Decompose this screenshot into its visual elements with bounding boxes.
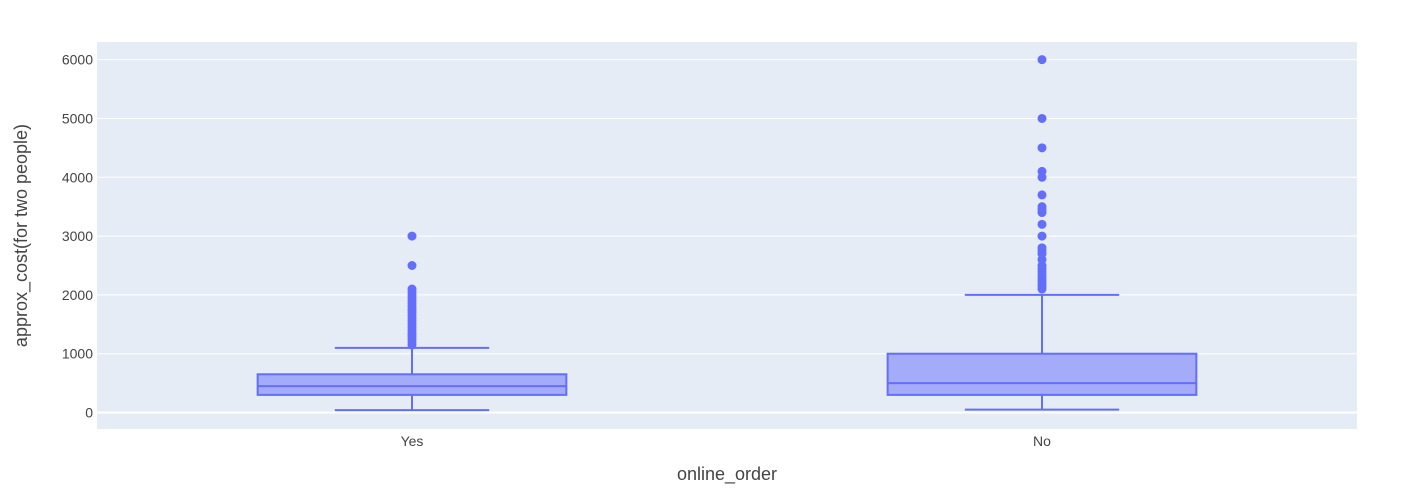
box-no bbox=[886, 55, 1198, 411]
box-yes bbox=[256, 231, 568, 412]
x-tick-label: No bbox=[1033, 433, 1051, 449]
grid-lines bbox=[97, 59, 1357, 414]
outlier-point bbox=[407, 260, 417, 270]
interquartile-box bbox=[886, 352, 1198, 396]
y-axis-ticks: 0 1000 2000 3000 4000 5000 6000 bbox=[62, 52, 93, 421]
interquartile-box bbox=[256, 373, 568, 396]
y-tick-label: 3000 bbox=[62, 228, 93, 244]
y-tick-label: 4000 bbox=[62, 169, 93, 185]
y-tick-label: 6000 bbox=[62, 52, 93, 68]
boxes bbox=[256, 55, 1198, 412]
x-axis-ticks: Yes No bbox=[401, 433, 1052, 449]
outlier-point bbox=[1037, 231, 1047, 241]
outlier-point bbox=[1037, 202, 1047, 212]
y-tick-label: 2000 bbox=[62, 287, 93, 303]
y-tick-label: 5000 bbox=[62, 110, 93, 126]
outlier-point bbox=[1037, 113, 1047, 123]
y-tick-label: 0 bbox=[85, 405, 93, 421]
outlier-point bbox=[1037, 190, 1047, 200]
outlier-point bbox=[1037, 219, 1047, 229]
outlier-point bbox=[1037, 166, 1047, 176]
y-tick-label: 1000 bbox=[62, 346, 93, 362]
outlier-point bbox=[1037, 55, 1047, 65]
outlier-point bbox=[407, 231, 417, 241]
outlier-point bbox=[1037, 243, 1047, 253]
x-tick-label: Yes bbox=[401, 433, 424, 449]
outlier-point bbox=[407, 284, 417, 294]
y-axis-title: approx_cost(for two people) bbox=[11, 124, 32, 347]
x-axis-title: online_order bbox=[677, 464, 777, 485]
outlier-point bbox=[1037, 143, 1047, 153]
